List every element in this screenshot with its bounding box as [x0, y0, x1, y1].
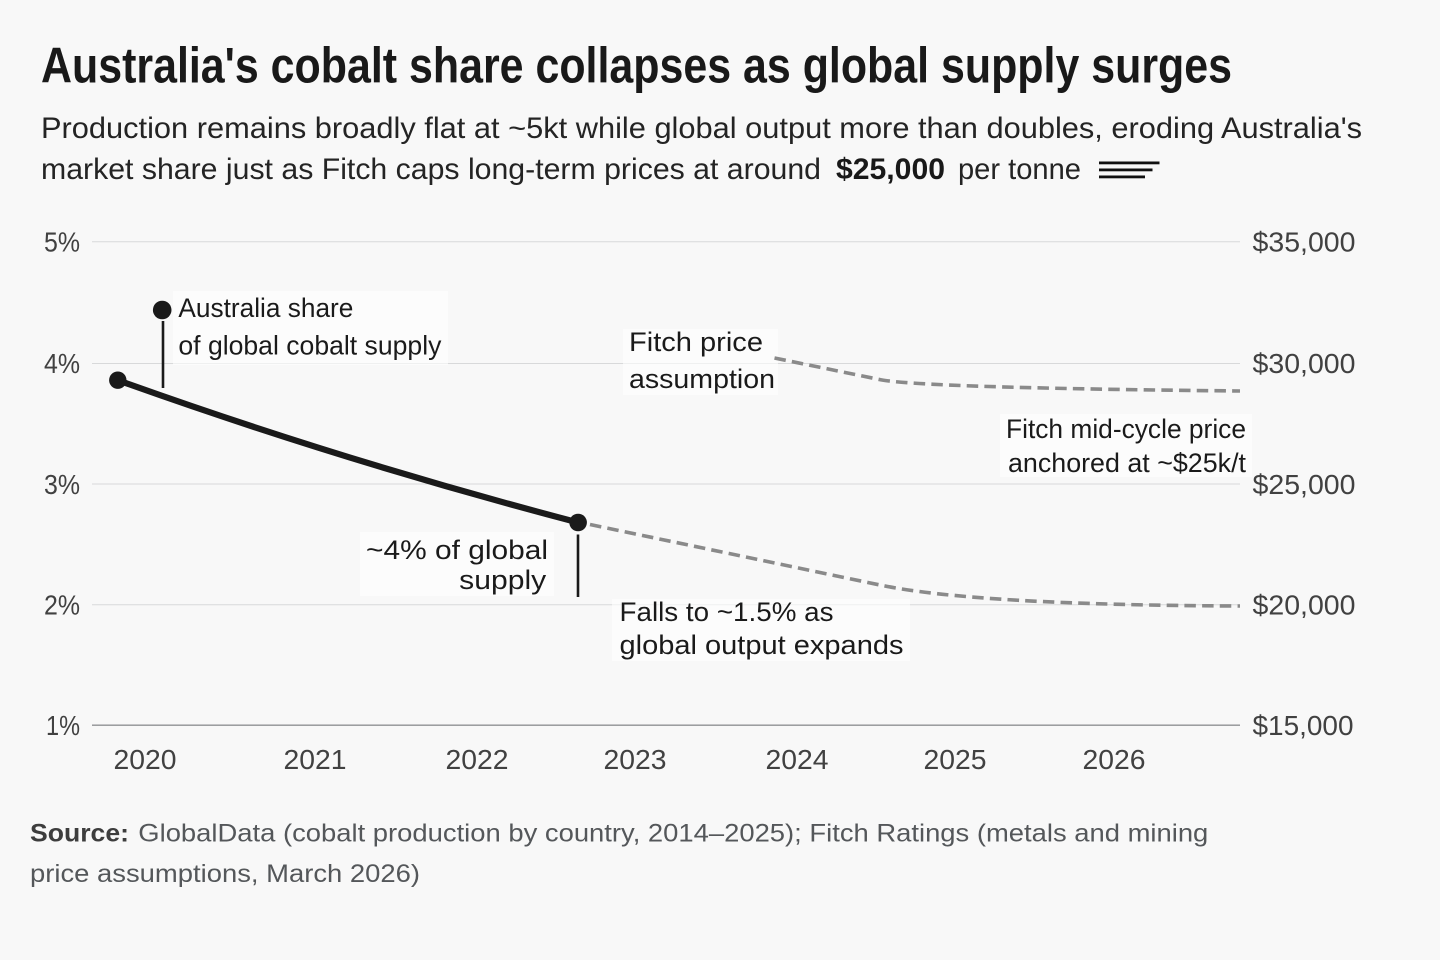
svg-text:of global cobalt supply: of global cobalt supply: [178, 330, 441, 360]
svg-text:5%: 5%: [44, 227, 80, 258]
svg-text:$15,000: $15,000: [1253, 710, 1354, 741]
svg-text:2023: 2023: [604, 744, 667, 775]
svg-text:$20,000: $20,000: [1253, 589, 1356, 620]
svg-text:Falls to ~1.5% as: Falls to ~1.5% as: [620, 597, 834, 627]
svg-text:Australia share: Australia share: [178, 293, 353, 323]
svg-text:1%: 1%: [46, 710, 80, 741]
svg-text:market share just as Fitch cap: market share just as Fitch caps long-ter…: [41, 153, 821, 186]
svg-text:2020: 2020: [114, 744, 177, 775]
svg-text:per tonne: per tonne: [958, 153, 1081, 186]
svg-text:Source:: Source:: [30, 820, 129, 848]
svg-text:2022: 2022: [446, 744, 509, 775]
svg-text:assumption: assumption: [629, 364, 775, 394]
svg-text:$35,000: $35,000: [1253, 227, 1356, 258]
svg-text:Production remains broadly fla: Production remains broadly flat at ~5kt …: [41, 112, 1362, 145]
svg-text:Fitch price: Fitch price: [629, 327, 763, 357]
svg-text:GlobalData (cobalt production: GlobalData (cobalt production by country…: [138, 820, 1208, 848]
svg-text:2021: 2021: [284, 744, 347, 775]
svg-text:~4% of global: ~4% of global: [366, 535, 548, 565]
svg-text:supply: supply: [459, 565, 547, 595]
svg-text:2024: 2024: [766, 744, 829, 775]
svg-text:2026: 2026: [1083, 744, 1146, 775]
svg-text:4%: 4%: [44, 348, 80, 379]
svg-text:3%: 3%: [44, 469, 80, 500]
svg-text:$25,000: $25,000: [1253, 469, 1356, 500]
svg-text:global output expands: global output expands: [620, 630, 904, 660]
svg-text:$30,000: $30,000: [1253, 348, 1356, 379]
svg-text:Fitch mid-cycle price: Fitch mid-cycle price: [1006, 414, 1246, 444]
svg-text:Australia's cobalt share colla: Australia's cobalt share collapses as gl…: [41, 38, 1232, 94]
svg-text:$25,000: $25,000: [836, 153, 945, 186]
svg-text:2%: 2%: [44, 589, 80, 620]
svg-text:2025: 2025: [924, 744, 987, 775]
svg-text:anchored at ~$25k/t: anchored at ~$25k/t: [1008, 448, 1246, 478]
svg-text:price assumptions, March 2026): price assumptions, March 2026): [30, 860, 420, 888]
